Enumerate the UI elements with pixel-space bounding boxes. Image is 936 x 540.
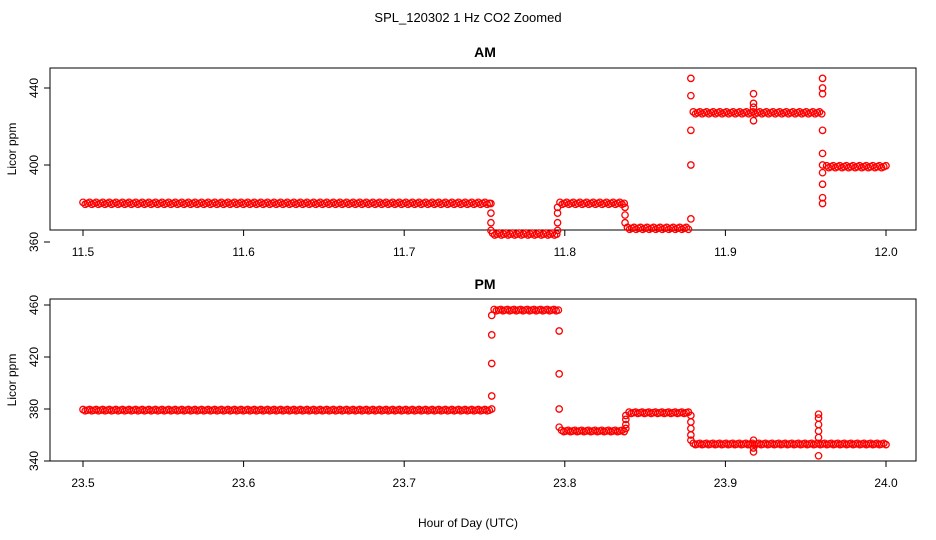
am-series-points (79, 74, 890, 239)
am-data-point (487, 199, 495, 208)
am-data-point (621, 211, 629, 219)
am-panel: AM Licor ppm 11.5 11.6 11.7 11.8 11.9 12.0 36… (5, 44, 917, 259)
pm-data-point (687, 436, 695, 445)
am-data-point (749, 103, 758, 112)
am-data-point (749, 89, 758, 98)
am-x-tick-label: 12.0 (874, 245, 898, 259)
am-data-point (682, 223, 691, 232)
pm-x-tick-label: 24.0 (874, 476, 898, 490)
pm-data-point (814, 410, 823, 419)
am-data-point (487, 226, 495, 235)
am-data-point (553, 203, 562, 212)
am-data-point (818, 199, 827, 208)
pm-y-tick-label: 380 (27, 399, 41, 419)
pm-x-tick-label: 23.6 (232, 476, 256, 490)
am-data-point (553, 226, 562, 235)
am-data-point (818, 149, 827, 158)
pm-data-point (621, 411, 630, 420)
am-data-point (818, 168, 827, 177)
pm-y-tick-label: 340 (27, 451, 41, 471)
am-data-point (749, 116, 758, 125)
pm-data-point (555, 423, 564, 432)
am-x-ticks: 11.5 11.6 11.7 11.8 11.9 12.0 (72, 230, 898, 259)
pm-data-point (487, 405, 496, 413)
am-data-point (687, 91, 695, 100)
am-x-tick-label: 11.5 (72, 245, 95, 259)
am-data-point (818, 180, 827, 189)
am-x-tick-label: 11.7 (393, 245, 416, 259)
pm-data-point (814, 451, 823, 460)
pm-data-point (554, 306, 563, 314)
pm-data-point (814, 427, 823, 435)
am-data-point (818, 84, 827, 92)
am-data-point (818, 126, 827, 135)
pm-data-point (555, 370, 564, 378)
pm-panel-title: PM (475, 276, 496, 292)
am-data-point (684, 225, 693, 234)
pm-plot-frame (49, 298, 917, 462)
pm-data-point (487, 392, 496, 400)
pm-x-tick-label: 23.5 (71, 476, 95, 490)
am-y-ticks: 360 400 440 (27, 78, 50, 252)
pm-data-point (555, 405, 564, 413)
am-data-point (687, 74, 695, 83)
pm-data-point (749, 448, 758, 456)
am-data-point (621, 203, 629, 212)
am-data-point (553, 218, 562, 227)
am-data-point (817, 109, 826, 118)
x-axis-label: Hour of Day (UTC) (418, 516, 518, 530)
pm-panel: PM Licor ppm 23.5 23.6 23.7 23.8 23.9 24.0 34… (5, 276, 917, 490)
pm-x-tick-label: 23.7 (393, 476, 417, 490)
pm-y-tick-label: 460 (27, 295, 41, 315)
am-data-point (687, 126, 695, 135)
pm-data-point (749, 436, 758, 445)
pm-data-point (687, 424, 695, 433)
pm-data-point (487, 311, 496, 320)
pm-data-point (749, 444, 758, 452)
am-data-point (882, 161, 890, 170)
pm-data-point (687, 418, 695, 426)
pm-data-point (621, 415, 630, 424)
pm-data-point (882, 440, 890, 449)
am-data-point (615, 198, 624, 207)
am-x-tick-label: 11.8 (554, 245, 577, 259)
pm-y-ticks: 340 380 420 460 (27, 295, 50, 471)
pm-data-point (814, 433, 823, 442)
am-data-point (487, 209, 495, 217)
am-data-point (818, 161, 827, 169)
am-data-point (487, 218, 495, 227)
am-data-point (620, 199, 629, 208)
pm-data-point (555, 327, 564, 335)
pm-y-tick-label: 420 (27, 347, 41, 367)
pm-data-point (814, 420, 823, 429)
am-data-point (749, 99, 758, 108)
am-data-point (818, 74, 827, 83)
am-panel-title: AM (474, 44, 496, 60)
am-data-point (621, 218, 629, 227)
am-y-tick-label: 400 (27, 155, 41, 175)
pm-x-tick-label: 23.9 (714, 476, 738, 490)
am-data-point (552, 230, 561, 238)
pm-x-ticks: 23.5 23.6 23.7 23.8 23.9 24.0 (71, 461, 898, 490)
am-x-tick-label: 11.9 (714, 245, 737, 259)
pm-series-points (79, 305, 890, 460)
am-x-tick-label: 11.6 (232, 245, 255, 259)
am-plot-frame (49, 67, 917, 231)
figure-title: SPL_120302 1 Hz CO2 Zoomed (374, 10, 561, 25)
am-data-point (815, 108, 824, 116)
am-data-point (687, 215, 695, 223)
pm-data-point (487, 359, 496, 368)
pm-x-tick-label: 23.8 (553, 476, 577, 490)
pm-data-point (487, 331, 496, 339)
am-y-tick-label: 440 (27, 78, 41, 98)
pm-data-point (687, 431, 695, 439)
am-y-axis-label: Licor ppm (5, 123, 19, 176)
pm-data-point (814, 414, 823, 422)
am-y-tick-label: 360 (27, 232, 41, 252)
pm-data-point (621, 420, 630, 429)
am-data-point (687, 161, 695, 169)
pm-data-point (621, 424, 630, 433)
pm-y-axis-label: Licor ppm (5, 354, 19, 407)
